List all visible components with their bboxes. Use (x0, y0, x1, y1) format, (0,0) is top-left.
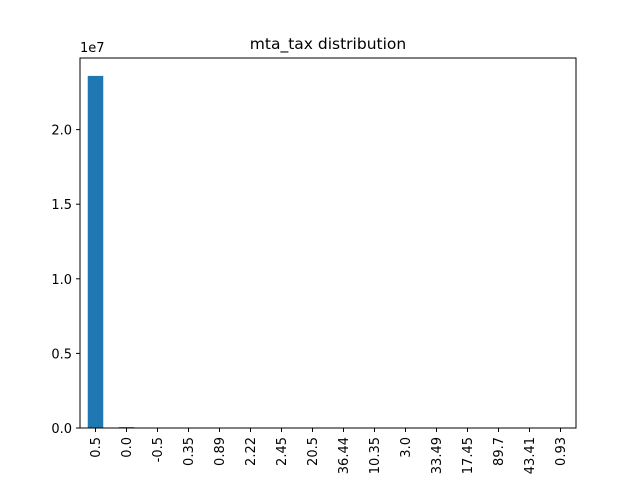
x-tick-label-0: 0.5 (89, 437, 104, 458)
x-axis: 0.5 0.0 -0.5 0.35 0.89 2.22 2.45 20.5 36.44 10.35… (89, 428, 569, 474)
x-tick-label-10: 3.0 (399, 437, 414, 458)
chart-title: mta_tax distribution (250, 35, 406, 54)
x-tick-label-2: -0.5 (151, 437, 166, 462)
x-tick-label-3: 0.35 (182, 437, 197, 466)
x-tick-label-11: 33.49 (430, 437, 445, 474)
y-tick-label-1: 0.5 (51, 347, 72, 362)
x-tick-label-7: 20.5 (306, 437, 321, 466)
x-tick-label-9: 10.35 (368, 437, 383, 474)
y-tick-label-4: 2.0 (51, 124, 72, 139)
x-tick-label-4: 0.89 (213, 437, 228, 466)
x-tick-label-15: 0.93 (554, 437, 569, 466)
bars-group (87, 75, 321, 428)
bar-0 (87, 75, 104, 428)
y-tick-label-3: 1.5 (51, 198, 72, 213)
x-tick-label-5: 2.22 (244, 437, 259, 466)
x-tick-label-1: 0.0 (120, 437, 135, 458)
y-tick-label-2: 1.0 (51, 273, 72, 288)
x-tick-label-14: 43.41 (523, 437, 538, 474)
y-axis-offset-label: 1e7 (80, 41, 105, 56)
x-tick-label-8: 36.44 (337, 437, 352, 474)
x-tick-label-13: 89.7 (492, 437, 507, 466)
x-tick-label-6: 2.45 (275, 437, 290, 466)
y-tick-label-0: 0.0 (51, 422, 72, 437)
x-tick-label-12: 17.45 (461, 437, 476, 474)
plot-frame (79, 57, 577, 429)
y-axis: 0.0 0.5 1.0 1.5 2.0 (51, 124, 80, 437)
